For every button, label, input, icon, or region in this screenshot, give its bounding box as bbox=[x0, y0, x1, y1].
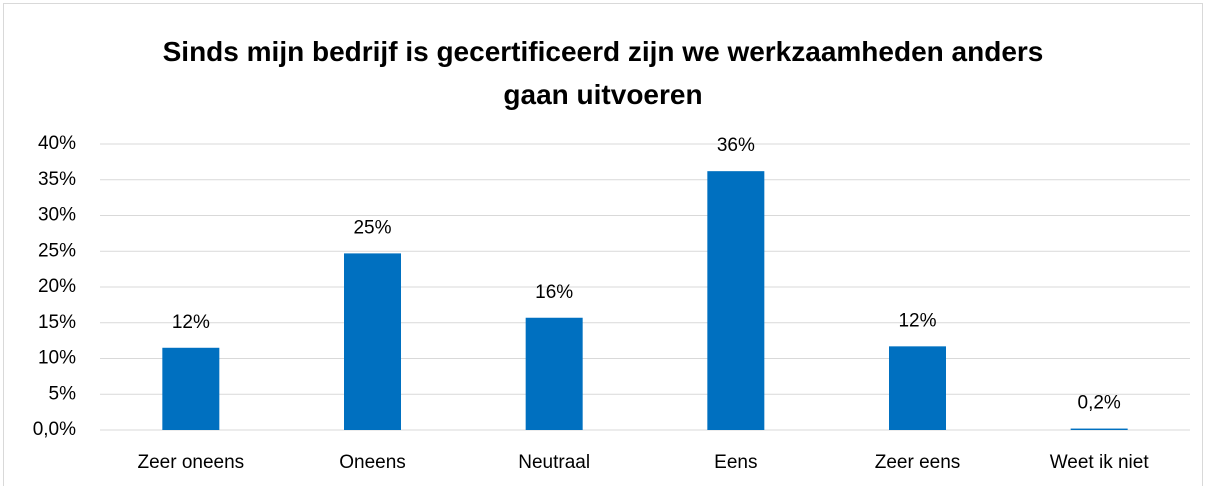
chart-title: Sinds mijn bedrijf is gecertificeerd zij… bbox=[162, 36, 1044, 110]
bar bbox=[344, 253, 401, 430]
y-tick-label: 25% bbox=[38, 240, 76, 261]
bar bbox=[525, 317, 583, 430]
data-label: 25% bbox=[353, 217, 391, 238]
x-tick-label: Neutraal bbox=[518, 452, 590, 473]
y-tick-label: 40% bbox=[38, 133, 76, 154]
bar bbox=[162, 347, 220, 430]
y-tick-label: 15% bbox=[38, 312, 76, 333]
data-label: 36% bbox=[717, 135, 755, 156]
y-tick-label: 35% bbox=[38, 169, 76, 190]
x-tick-label: Zeer oneens bbox=[137, 452, 244, 473]
x-tick-label: Eens bbox=[714, 452, 757, 473]
y-tick-label: 10% bbox=[38, 348, 76, 369]
x-tick-label: Oneens bbox=[339, 452, 406, 473]
bar bbox=[707, 171, 765, 431]
y-tick-label: 0,0% bbox=[33, 419, 76, 440]
y-tick-label: 30% bbox=[38, 205, 76, 226]
y-tick-label: 5% bbox=[49, 383, 77, 404]
data-label: 12% bbox=[172, 312, 210, 333]
x-tick-label: Zeer eens bbox=[875, 452, 961, 473]
data-label: 12% bbox=[898, 310, 936, 331]
bar bbox=[889, 346, 946, 430]
data-label: 0,2% bbox=[1078, 393, 1121, 414]
chart-border bbox=[3, 3, 1203, 486]
y-tick-label: 20% bbox=[38, 276, 76, 297]
data-label: 16% bbox=[535, 282, 573, 303]
bar bbox=[1070, 428, 1128, 430]
x-tick-label: Weet ik niet bbox=[1050, 452, 1150, 473]
